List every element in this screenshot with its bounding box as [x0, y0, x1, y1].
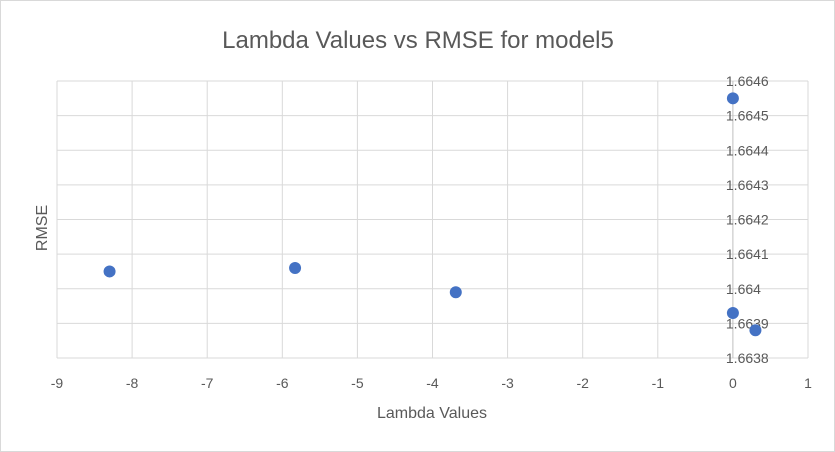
x-tick-label: -4: [426, 375, 439, 391]
x-axis-title: Lambda Values: [377, 405, 487, 422]
y-tick-label: 1.6646: [726, 73, 769, 89]
chart-title: Lambda Values vs RMSE for model5: [222, 27, 614, 54]
y-tick-labels: 1.66381.66391.6641.66411.66421.66431.664…: [726, 73, 769, 366]
x-tick-label: 1: [804, 375, 812, 391]
data-point: [289, 261, 302, 274]
gridlines: [56, 80, 809, 359]
data-point: [726, 306, 739, 319]
x-tick-label: -6: [276, 375, 289, 391]
x-tick-label: -8: [126, 375, 139, 391]
x-tick-label: 0: [729, 375, 737, 391]
data-point: [449, 286, 462, 299]
x-tick-label: -7: [201, 375, 214, 391]
data-point: [726, 92, 739, 105]
y-tick-label: 1.6641: [726, 246, 769, 262]
x-tick-labels: -9 -8 -7 -6 -5 -4 -3 -2 -1 0 1: [51, 375, 812, 391]
y-tick-label: 1.6644: [726, 142, 769, 158]
x-tick-label: -1: [652, 375, 665, 391]
y-tick-label: 1.6638: [726, 350, 769, 366]
y-tick-label: 1.6645: [726, 108, 769, 124]
y-tick-label: 1.6643: [726, 177, 769, 193]
data-points: [103, 92, 762, 337]
x-tick-label: -9: [51, 375, 64, 391]
y-tick-label: 1.664: [726, 281, 761, 297]
data-point: [103, 265, 116, 278]
x-tick-label: -2: [576, 375, 589, 391]
x-tick-label: -3: [501, 375, 514, 391]
y-axis-title: RMSE: [34, 205, 51, 251]
y-tick-label: 1.6642: [726, 212, 769, 228]
x-tick-label: -5: [351, 375, 364, 391]
data-point: [749, 324, 762, 337]
